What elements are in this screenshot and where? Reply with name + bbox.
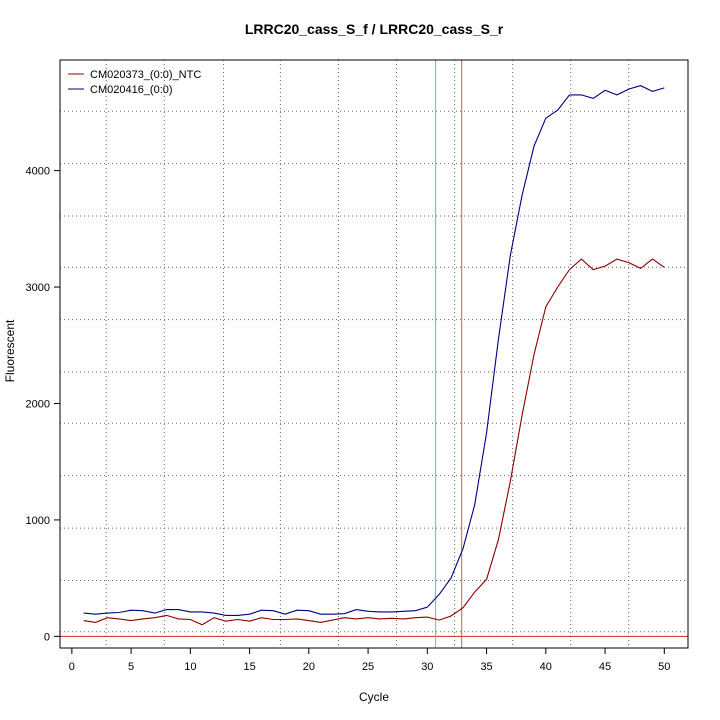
x-axis-label: Cycle: [359, 690, 389, 704]
chart-title: LRRC20_cass_S_f / LRRC20_cass_S_r: [245, 21, 504, 37]
y-tick-label-1000: 1000: [26, 515, 50, 527]
y-tick-label-4000: 4000: [26, 166, 50, 178]
series-layer: [83, 85, 665, 626]
legend-label-series-2: CM020416_(0:0): [90, 84, 173, 96]
series-line-1: [83, 258, 665, 626]
x-tick-label-10: 10: [184, 661, 196, 673]
plot-frame: [59, 59, 689, 649]
y-tick-label-3000: 3000: [26, 282, 50, 294]
x-tick-label-20: 20: [303, 661, 315, 673]
y-axis: 0 1000 2000 3000 4000: [26, 166, 60, 643]
x-axis: 0 5 10 15 20 25 30 35 40 45 50: [69, 648, 670, 673]
legend: CM020373_(0:0)_NTC CM020416_(0:0): [68, 69, 201, 96]
series-line-2: [83, 85, 665, 616]
x-tick-label-25: 25: [362, 661, 374, 673]
x-tick-label-40: 40: [540, 661, 552, 673]
grid-layer: [60, 60, 688, 648]
legend-label-series-1: CM020373_(0:0)_NTC: [90, 69, 201, 81]
x-tick-label-5: 5: [128, 661, 134, 673]
x-tick-label-15: 15: [243, 661, 255, 673]
reference-lines: [60, 60, 688, 648]
x-tick-label-30: 30: [421, 661, 433, 673]
x-tick-label-0: 0: [69, 661, 75, 673]
y-tick-label-2000: 2000: [26, 398, 50, 410]
x-tick-label-35: 35: [480, 661, 492, 673]
x-tick-label-50: 50: [658, 661, 670, 673]
y-tick-label-0: 0: [44, 631, 50, 643]
x-tick-label-45: 45: [599, 661, 611, 673]
y-axis-label: Fluorescent: [3, 319, 17, 382]
